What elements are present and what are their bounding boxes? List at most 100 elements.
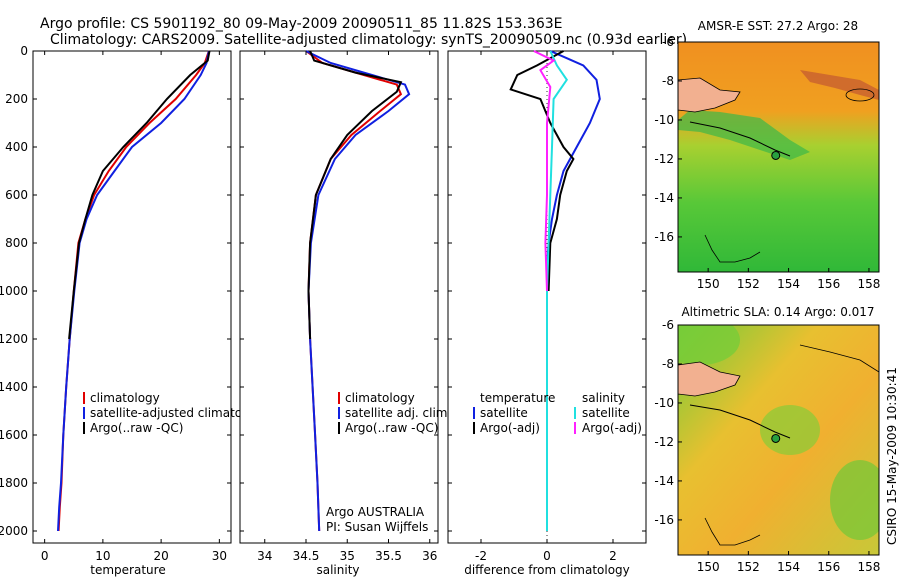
x-tick-label: 35 bbox=[340, 549, 355, 563]
coastline-reefs bbox=[704, 517, 761, 546]
sst-map-xticks: 150 152 154 156 158 bbox=[697, 268, 880, 291]
temperature-xlabel: temperature bbox=[90, 563, 165, 577]
map-x-tick-label: 152 bbox=[737, 277, 760, 291]
map-x-tick-label: 150 bbox=[697, 277, 720, 291]
coastline-islands bbox=[689, 121, 791, 157]
argo-position-marker bbox=[771, 150, 781, 160]
sst-cool-band bbox=[678, 110, 810, 160]
x-tick-label: 0 bbox=[41, 549, 49, 563]
header-line-1: Argo profile: CS 5901192_80 09-May-2009 … bbox=[40, 16, 562, 32]
legend-label-temp-satellite: satellite bbox=[480, 406, 528, 420]
map-x-tick-label: 158 bbox=[857, 277, 880, 291]
salinity-series-group bbox=[305, 50, 411, 532]
coastline-east-island bbox=[845, 88, 875, 102]
temperature-legend: climatology satellite-adjusted climatolo… bbox=[83, 391, 260, 435]
argo-pi-annotation: PI: Susan Wijffels bbox=[326, 520, 428, 534]
map-y-tick-label: -10 bbox=[654, 396, 674, 410]
sla-low-patch bbox=[760, 405, 820, 455]
x-tick-label: 34.5 bbox=[293, 549, 320, 563]
sst-warm-patch bbox=[800, 70, 879, 100]
map-y-tick-label: -14 bbox=[654, 191, 674, 205]
y-tick-label: 200 bbox=[5, 92, 28, 106]
legend-heading-temperature: temperature bbox=[480, 391, 555, 405]
coastline-reefs bbox=[704, 234, 761, 263]
sla-map-yticks: -6 -8 -10 -12 -14 -16 bbox=[654, 318, 682, 527]
map-x-tick-label: 150 bbox=[697, 560, 720, 574]
map-y-tick-label: -12 bbox=[654, 152, 674, 166]
difference-yticks bbox=[448, 50, 646, 532]
map-x-tick-label: 152 bbox=[737, 560, 760, 574]
sla-map-xticks: 150 152 154 156 158 bbox=[697, 551, 880, 574]
map-x-tick-label: 154 bbox=[777, 277, 800, 291]
series-line-argo-raw-qc- bbox=[307, 50, 403, 340]
legend-heading-salinity: salinity bbox=[582, 391, 625, 405]
x-tick-label: 10 bbox=[95, 549, 110, 563]
y-tick-label: 1800 bbox=[0, 476, 28, 490]
legend-label-climatology: climatology bbox=[90, 391, 160, 405]
temperature-series-group bbox=[57, 50, 211, 532]
salinity-axes-frame bbox=[239, 50, 439, 544]
legend-label-argo: Argo(..raw -QC) bbox=[345, 421, 438, 435]
salinity-yticks bbox=[240, 50, 438, 532]
salinity-xticks: 34 34.5 35 35.5 36 bbox=[257, 51, 437, 563]
x-tick-label: 34 bbox=[257, 549, 272, 563]
y-tick-label: 600 bbox=[5, 188, 28, 202]
legend-label-satellite: satellite-adjusted climatolog bbox=[90, 406, 260, 420]
y-tick-label: 800 bbox=[5, 236, 28, 250]
map-y-tick-label: -8 bbox=[662, 357, 674, 371]
difference-xticks: -2 0 2 bbox=[475, 51, 617, 563]
y-tick-label: 1600 bbox=[0, 428, 28, 442]
series-line-temperature-argo-adj- bbox=[509, 50, 575, 292]
sla-map-frame bbox=[677, 324, 880, 556]
argo-program-annotation: Argo AUSTRALIA bbox=[326, 505, 425, 519]
salinity-xlabel: salinity bbox=[316, 563, 359, 577]
map-x-tick-label: 158 bbox=[857, 560, 880, 574]
series-line-salinity-argo-adj- bbox=[533, 50, 556, 292]
map-y-tick-label: -16 bbox=[654, 513, 674, 527]
y-tick-label: 1000 bbox=[0, 284, 28, 298]
coastline-islands bbox=[689, 404, 791, 439]
y-tick-label: 1400 bbox=[0, 380, 28, 394]
x-tick-label: 0 bbox=[543, 549, 551, 563]
map-y-tick-label: -10 bbox=[654, 113, 674, 127]
map-y-tick-label: -8 bbox=[662, 74, 674, 88]
x-tick-label: 35.5 bbox=[375, 549, 402, 563]
map-y-tick-label: -6 bbox=[662, 318, 674, 332]
map-x-tick-label: 156 bbox=[817, 277, 840, 291]
series-line-salinity-satellite bbox=[546, 50, 569, 531]
y-tick-label: 400 bbox=[5, 140, 28, 154]
series-line-argo-raw-qc- bbox=[68, 50, 211, 340]
x-tick-label: -2 bbox=[475, 549, 487, 563]
coastline-north bbox=[799, 344, 879, 373]
salinity-legend: climatology satellite adj. clim. Argo(..… bbox=[338, 391, 451, 435]
series-line-satellite-adjusted-climatolog bbox=[57, 50, 210, 532]
y-tick-label: 1200 bbox=[0, 332, 28, 346]
difference-xlabel: difference from climatology bbox=[464, 563, 630, 577]
legend-label-temp-argo: Argo(-adj) bbox=[480, 421, 540, 435]
map-y-tick-label: -6 bbox=[662, 35, 674, 49]
sst-map-panel: AMSR-E SST: 27.2 Argo: 28 150 152 154 156 15… bbox=[654, 19, 880, 291]
land-new-guinea bbox=[678, 361, 741, 397]
sla-map-title: Altimetric SLA: 0.14 Argo: 0.017 bbox=[681, 305, 874, 319]
map-x-tick-label: 154 bbox=[777, 560, 800, 574]
difference-legend: temperature satellite Argo(-adj) salinit… bbox=[473, 391, 642, 435]
sla-low-patch bbox=[830, 460, 879, 540]
map-x-tick-label: 156 bbox=[817, 560, 840, 574]
difference-series-group bbox=[509, 50, 601, 531]
x-tick-label: 2 bbox=[609, 549, 617, 563]
sla-low-patch bbox=[678, 325, 740, 365]
difference-panel: -2 0 2 difference from climatology tempera… bbox=[447, 50, 647, 577]
sst-map-title: AMSR-E SST: 27.2 Argo: 28 bbox=[698, 19, 858, 33]
sst-map-yticks: -6 -8 -10 -12 -14 -16 bbox=[654, 35, 682, 244]
temperature-axes-frame bbox=[32, 50, 232, 544]
legend-label-sal-argo: Argo(-adj) bbox=[582, 421, 642, 435]
legend-label-argo: Argo(..raw -QC) bbox=[90, 421, 183, 435]
argo-position-marker bbox=[771, 433, 781, 443]
land-new-guinea bbox=[678, 77, 741, 113]
temperature-xticks: 0 10 20 30 bbox=[41, 51, 227, 563]
temperature-yticks: 0 200 400 600 800 1000 1200 1400 1600 1800 2000 bbox=[0, 44, 231, 538]
y-tick-label: 0 bbox=[20, 44, 28, 58]
sst-map-image bbox=[678, 42, 879, 272]
map-y-tick-label: -14 bbox=[654, 474, 674, 488]
